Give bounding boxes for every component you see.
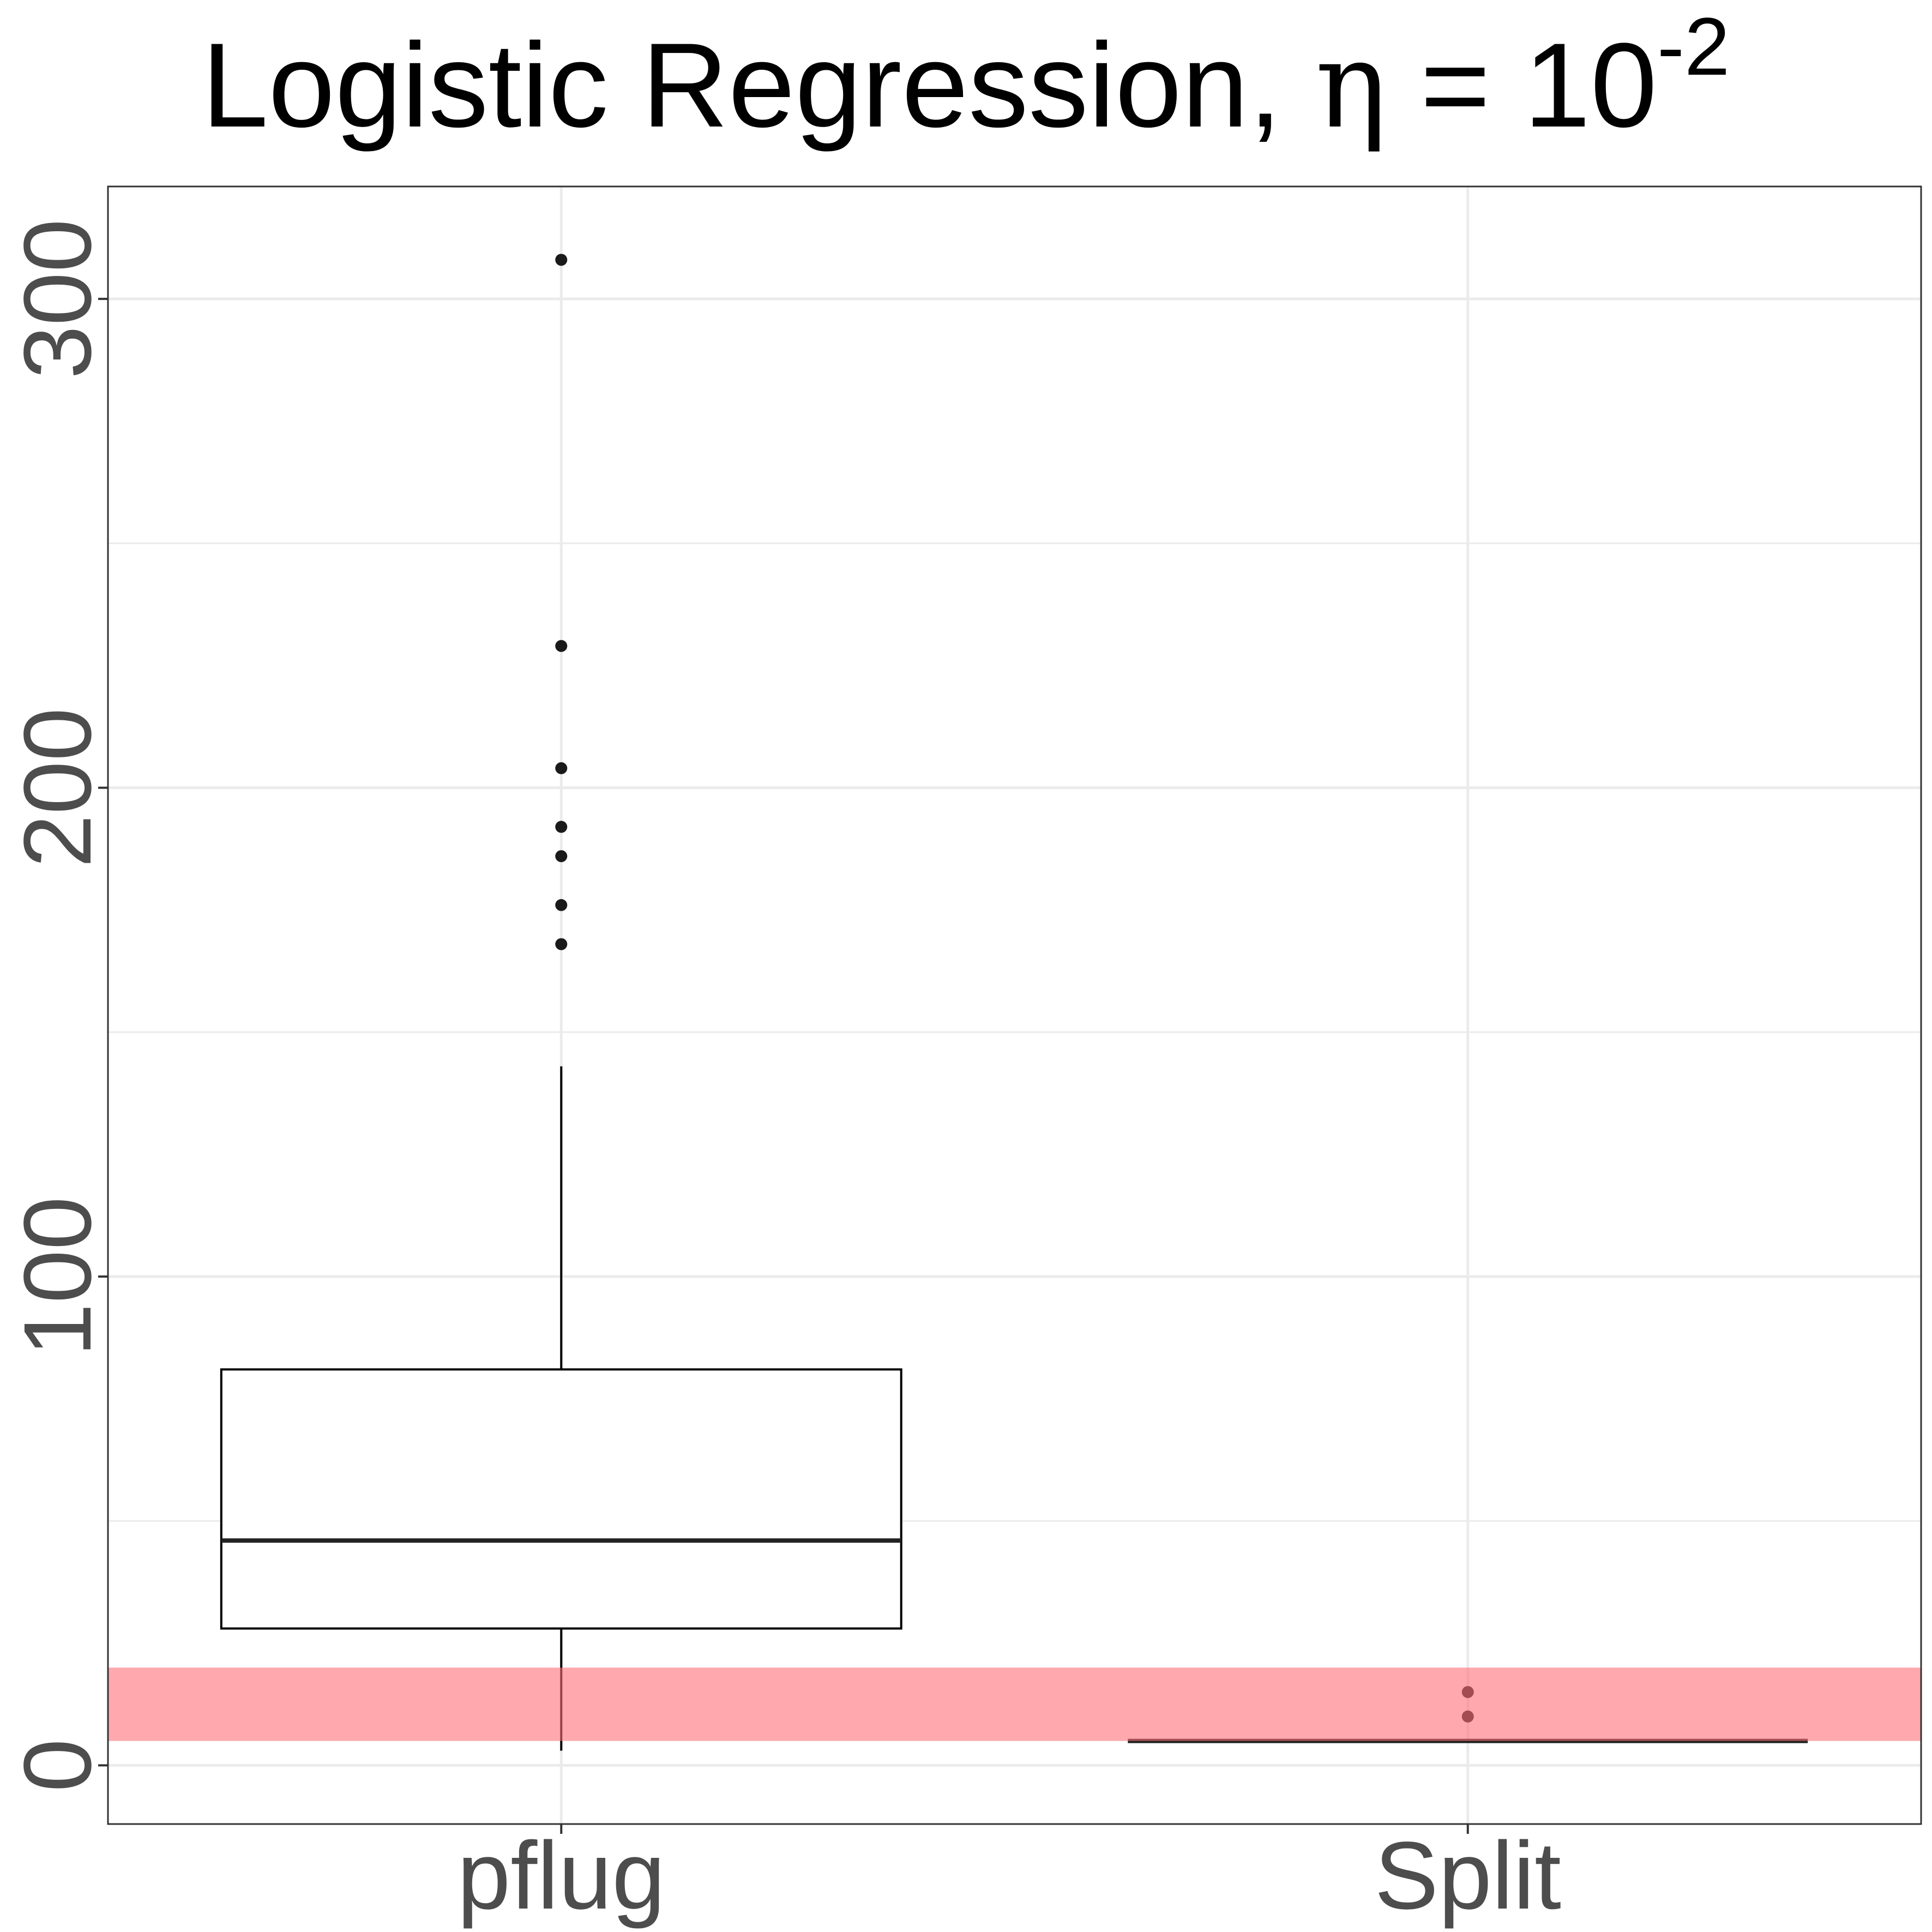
x-tick-label: pflug [457, 1822, 665, 1929]
chart-title-symbol: η [1315, 15, 1387, 155]
chart-title-main: Logistic Regression, [202, 18, 1315, 152]
chart-title-equals: = 10 [1387, 18, 1657, 152]
y-tick-label: 200 [4, 708, 111, 868]
box-pflug [220, 254, 902, 1751]
chart-title: Logistic Regression, η = 10-2 [202, 1, 1730, 155]
outlier-point [555, 899, 568, 911]
panel-border [107, 185, 1922, 1825]
x-tick-label: Split [1375, 1822, 1561, 1929]
outlier-point [555, 254, 568, 266]
highlight-band [108, 1668, 1921, 1741]
box-body [220, 1368, 902, 1630]
outlier-point [555, 821, 568, 833]
y-tick-label: 300 [4, 219, 111, 379]
box-layer [220, 254, 1808, 1751]
chart-title-exponent: -2 [1657, 1, 1730, 92]
y-tick-label: 100 [4, 1196, 111, 1357]
outlier-point [555, 762, 568, 774]
outlier-point [555, 640, 568, 652]
y-tick-label: 0 [4, 1738, 111, 1792]
axis-layer: 0 100 200 300 pflug Split [4, 185, 1922, 1929]
band-layer [108, 1668, 1921, 1741]
outlier-point [555, 938, 568, 950]
outlier-point [555, 850, 568, 863]
